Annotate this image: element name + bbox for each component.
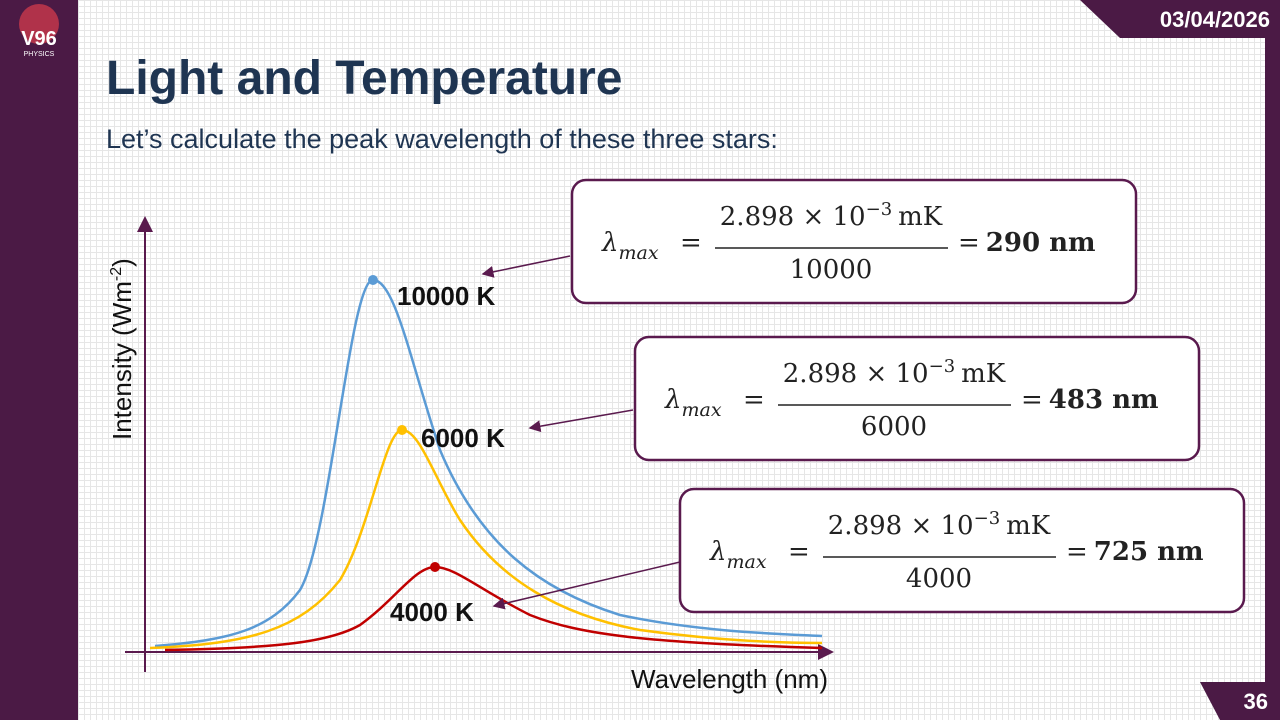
lambda: λmax: [601, 228, 659, 264]
y-label-close: ): [107, 258, 137, 267]
peak-dot: [397, 425, 407, 435]
page-tab: [1200, 682, 1280, 720]
numerator: 2.898 × 10−3 mK: [783, 356, 1006, 389]
peak-dot: [368, 275, 378, 285]
numerator-base: 2.898 × 10: [828, 511, 974, 541]
date-tab: [1080, 0, 1280, 38]
equals: =: [680, 228, 702, 258]
result-equals: =: [1021, 385, 1043, 415]
lambda-subscript: max: [618, 242, 658, 264]
lambda-subscript: max: [726, 551, 766, 573]
numerator-unit: mK: [961, 359, 1006, 389]
curve-10000k: [154, 278, 823, 648]
result-equals: =: [958, 228, 980, 258]
pointer-arrow: [492, 561, 681, 610]
lambda-symbol: λ: [601, 228, 618, 258]
lambda: λmax: [709, 537, 767, 573]
numerator: 2.898 × 10−3 mK: [720, 199, 943, 232]
numerator-exponent: −3: [974, 508, 1001, 529]
numerator-exponent: −3: [866, 199, 893, 220]
logo-mark: V96: [21, 28, 57, 50]
title: Light and Temperature: [106, 52, 623, 105]
y-axis-label: Intensity (Wm-2): [107, 258, 137, 440]
equals: =: [743, 385, 765, 415]
right-band: [1265, 38, 1280, 682]
result-value: 483 nm: [1049, 385, 1159, 415]
formula-box: [570, 178, 1138, 305]
denominator: 10000: [790, 255, 873, 285]
denominator: 4000: [906, 564, 972, 594]
lambda-subscript: max: [681, 399, 721, 421]
logo-caption: PHYSICS: [24, 51, 55, 58]
curve-label: 4000 K: [390, 597, 474, 627]
numerator-base: 2.898 × 10: [783, 359, 929, 389]
formula-box: [678, 487, 1246, 614]
y-label-text: Intensity (Wm: [107, 281, 137, 440]
numerator-unit: mK: [898, 202, 943, 232]
lambda: λmax: [664, 385, 722, 421]
x-axis-label: Wavelength (nm): [631, 664, 828, 694]
logo-sun: [19, 4, 59, 44]
result-value: 725 nm: [1094, 537, 1204, 567]
pointer-arrow: [528, 409, 634, 433]
curve-6000k: [149, 428, 823, 650]
result: = 290 nm: [958, 228, 1096, 258]
page-number: 36: [1244, 689, 1268, 714]
date: 03/04/2026: [1160, 7, 1270, 32]
numerator: 2.898 × 10−3 mK: [828, 508, 1051, 541]
result: = 483 nm: [1021, 385, 1159, 415]
numerator-exponent: −3: [929, 356, 956, 377]
denominator: 6000: [861, 412, 927, 442]
curve-label: 6000 K: [421, 423, 505, 453]
result: = 725 nm: [1066, 537, 1204, 567]
lambda-symbol: λ: [709, 537, 726, 567]
result-equals: =: [1066, 537, 1088, 567]
lambda-symbol: λ: [664, 385, 681, 415]
y-label-sup: -2: [108, 267, 125, 281]
formula-box: [633, 335, 1201, 462]
curve-label: 10000 K: [397, 281, 496, 311]
result-value: 290 nm: [986, 228, 1096, 258]
peak-dot: [430, 562, 440, 572]
left-band: [0, 0, 78, 720]
subtitle: Let’s calculate the peak wavelength of t…: [106, 124, 778, 154]
numerator-unit: mK: [1006, 511, 1051, 541]
equals: =: [788, 537, 810, 567]
numerator-base: 2.898 × 10: [720, 202, 866, 232]
pointer-arrow: [481, 255, 571, 278]
